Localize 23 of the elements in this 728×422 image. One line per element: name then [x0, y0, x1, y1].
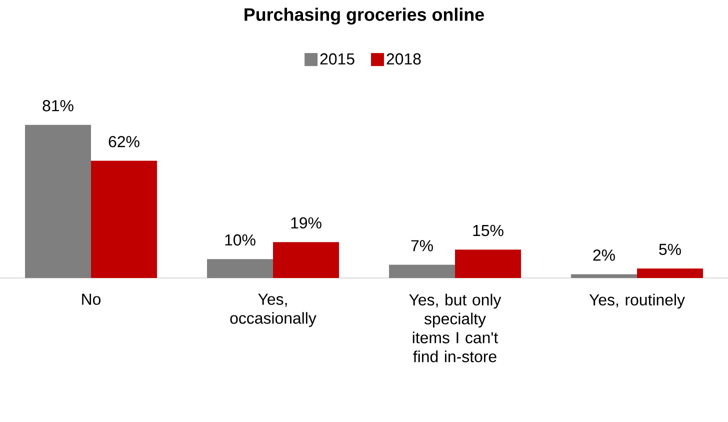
x-tick-label: Yes, routinely: [589, 294, 685, 309]
data-label: 5%: [659, 244, 681, 256]
data-label: 62%: [108, 136, 140, 148]
x-tick-label: Yes, but only specialty items I can't find in-store: [409, 294, 502, 362]
bar: [455, 250, 522, 278]
bar: [207, 259, 273, 278]
data-label: 10%: [225, 234, 256, 246]
data-label: 2%: [593, 249, 615, 261]
data-label: 81%: [42, 100, 74, 112]
bar: [389, 264, 456, 278]
legend-label: 2018: [386, 53, 421, 65]
bar: [91, 160, 157, 278]
bar: [25, 124, 91, 278]
legend-label: 2015: [320, 53, 354, 65]
bar: [637, 268, 704, 278]
x-tick-label: No: [82, 294, 101, 305]
data-label: 7%: [411, 240, 433, 252]
chart-title: Purchasing groceries online: [244, 8, 484, 25]
bar: [273, 242, 340, 278]
bar: [571, 274, 638, 278]
data-label: 15%: [473, 224, 504, 236]
x-tick-label: Yes, occasionally: [230, 294, 316, 327]
data-label: 19%: [291, 217, 322, 229]
